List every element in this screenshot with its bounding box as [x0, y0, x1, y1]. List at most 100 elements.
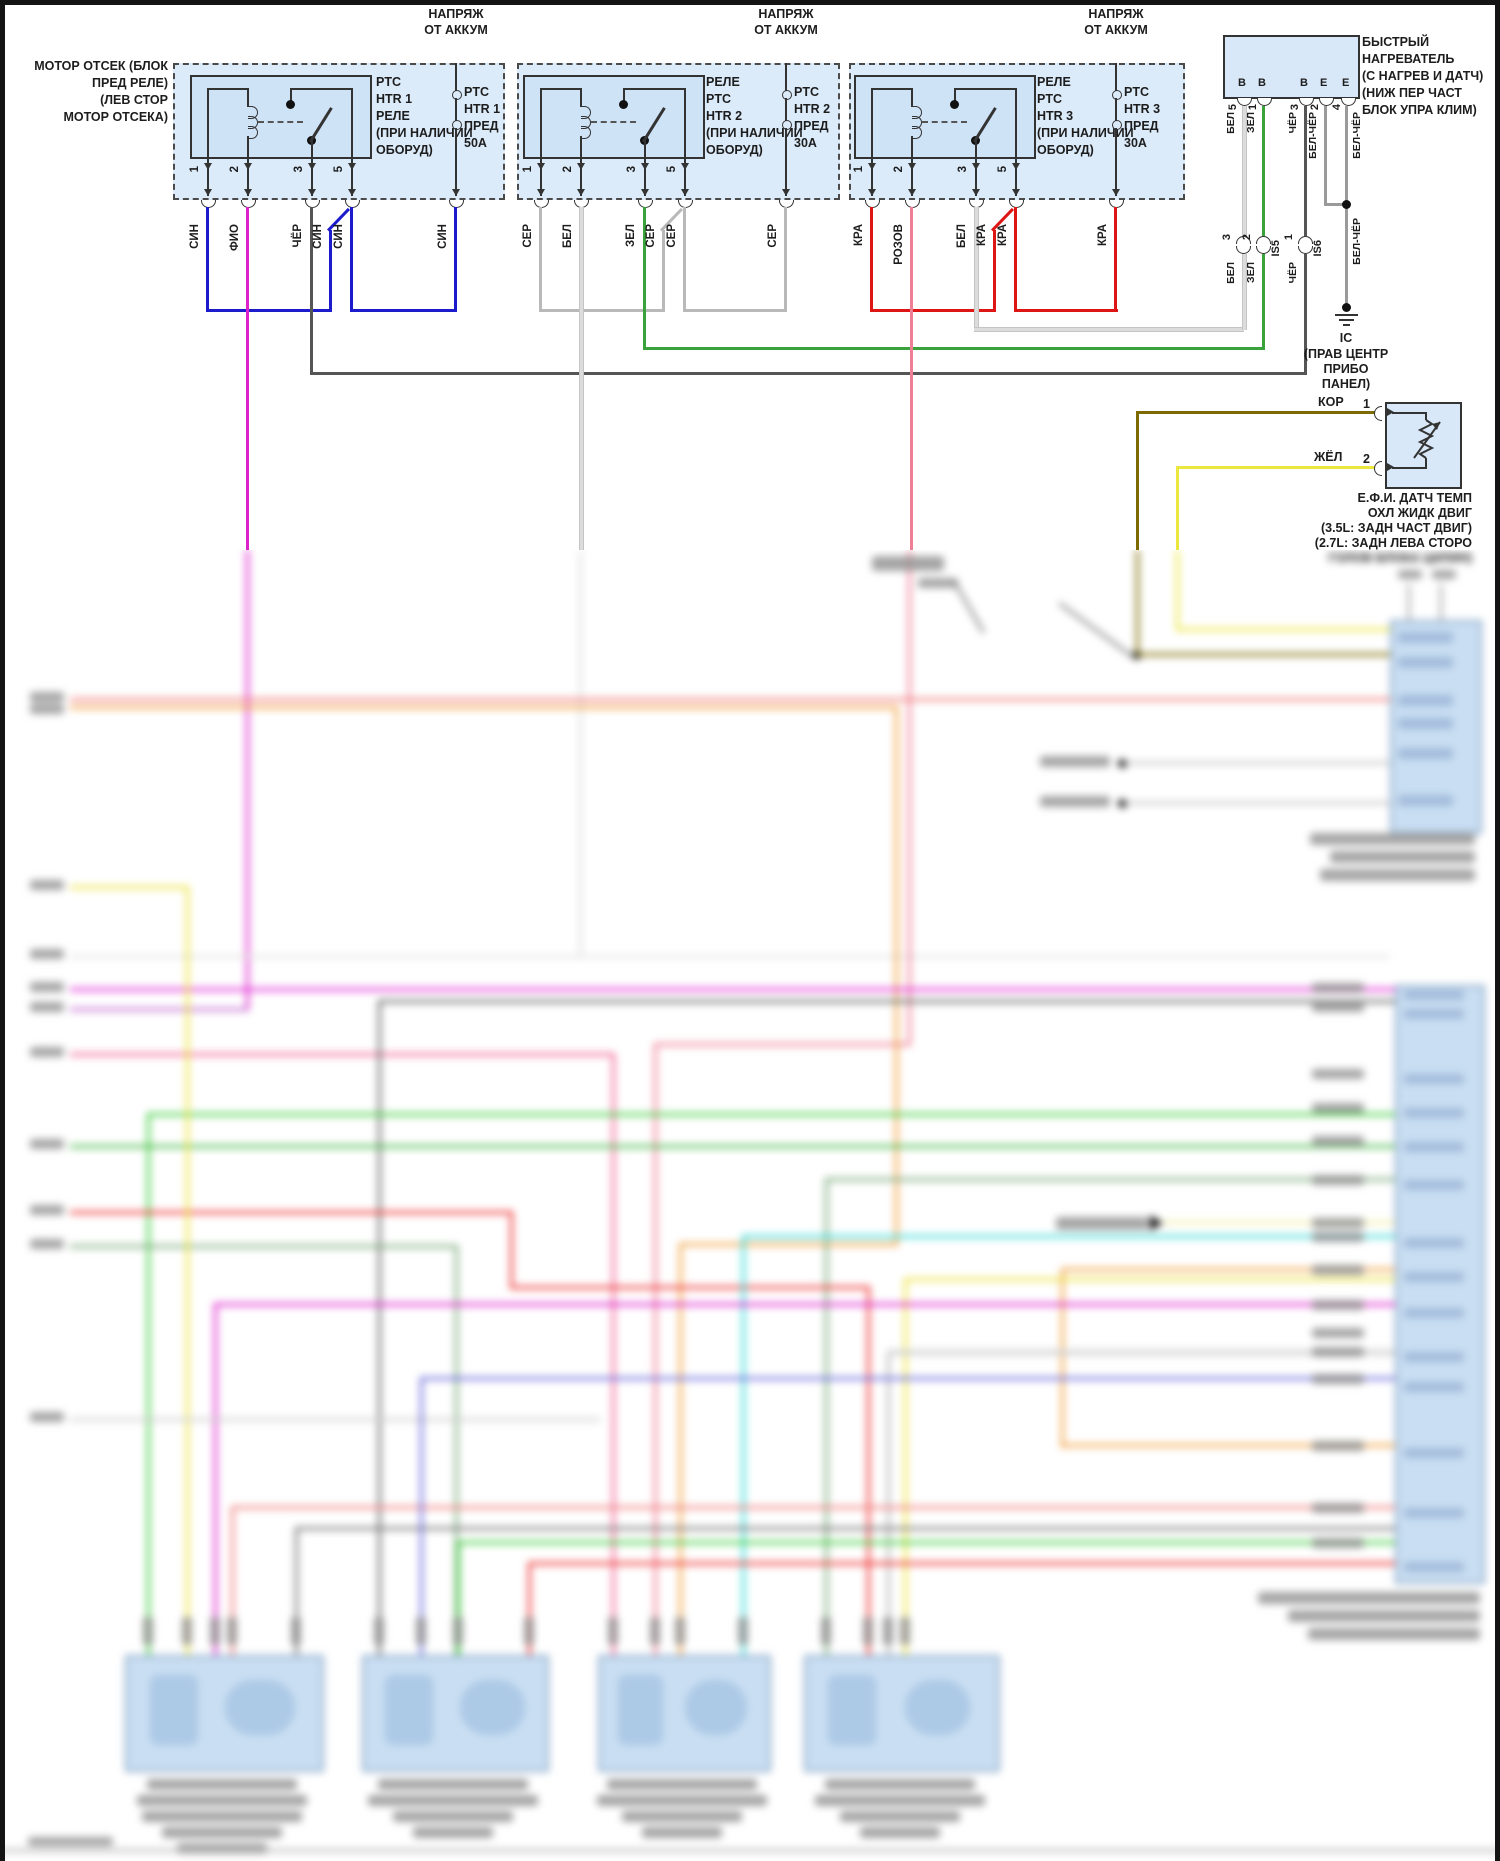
block3-internal-shape	[685, 1680, 747, 1735]
relay2-pin3-drop	[644, 157, 646, 196]
blurred-pin-name	[1404, 1142, 1464, 1152]
quick-heater-block	[1223, 35, 1360, 99]
sensor-wire-label-kor: КОР	[1318, 395, 1344, 409]
wire-ser-fuse2	[784, 207, 787, 312]
ground-bar-3	[1343, 324, 1350, 326]
blurred-wire-label	[30, 1047, 64, 1057]
blur-wire-white-h	[70, 955, 1390, 958]
blur-wire-green1-v	[147, 1113, 150, 1655]
is6-pin1-connector-top	[1298, 236, 1313, 244]
blur-wire-sage	[70, 1245, 457, 1248]
wire-kra-bridge2	[1014, 309, 1118, 312]
blur-wire-gray	[379, 1000, 1395, 1003]
wire-heater-chyor-lower	[1304, 254, 1307, 375]
blurred-caption	[368, 1795, 538, 1806]
relay3-pin5-arrow1	[1012, 163, 1020, 170]
heater-pin2-connector	[1257, 98, 1272, 106]
blurred-pin-label	[1432, 570, 1456, 579]
blurred-label-smudge	[872, 556, 944, 571]
heater-pin5-connector	[1341, 98, 1356, 106]
relay2-coil-bottom	[580, 136, 582, 157]
blurred-label-smudge	[1056, 1217, 1148, 1230]
relay3-pin1-internal	[871, 88, 873, 157]
wire-zhyol-vertical-sharp	[1176, 466, 1179, 550]
relay2-pin1-drop	[540, 157, 542, 196]
relay2-name-line4: (ПРИ НАЛИЧИИ	[706, 126, 803, 140]
relay1-name-line5: ОБОРУД)	[376, 143, 433, 157]
heater-wire-label-1: БЕЛ	[1225, 112, 1237, 134]
is6-pin1-connector-bottom	[1298, 246, 1313, 254]
blur-wire-sage2	[826, 1178, 1395, 1181]
blurred-connector	[675, 1617, 685, 1645]
relay1-name-line4: (ПРИ НАЛИЧИИ	[376, 126, 473, 140]
relay1-pin2-drop	[247, 157, 249, 196]
blurred-pin-name	[1404, 1238, 1464, 1248]
wire-kra-pin5	[1014, 207, 1017, 312]
relay1-pin1-internal	[207, 88, 209, 157]
ground-junction-dot	[1342, 303, 1351, 312]
blurred-caption	[597, 1795, 767, 1806]
blur-wire-red1-v2	[867, 1286, 870, 1655]
blur-wire-green3-h	[457, 1541, 1395, 1544]
blurred-connector	[900, 1617, 910, 1645]
blur-wire-magenta2-v	[214, 1303, 217, 1655]
blur-wire-magenta2-h	[214, 1303, 1395, 1306]
fuse2-element	[785, 98, 787, 122]
sensor-caption-line5: ГОЛОВ БЛОКА ЦИЛИН)	[1328, 551, 1472, 565]
blur-wire-magenta	[70, 988, 1395, 991]
wire-ser-pin1	[539, 207, 542, 312]
blur-wire-yellow1	[70, 886, 189, 889]
blurred-connector	[863, 1617, 873, 1645]
relay2-pin1-internal	[540, 88, 542, 157]
relay1-pin5-number: 5	[333, 166, 345, 173]
relay3-pin3-arrow1	[972, 163, 980, 170]
relay2-pin2-arrow2	[577, 189, 585, 196]
relay1-coil-bottom	[247, 136, 249, 157]
heater-pin-number-5: 4	[1331, 104, 1343, 111]
wire-heater-zel-lower	[1262, 254, 1265, 350]
fuse2-line-bottom	[785, 128, 787, 196]
fuse3-line-bottom	[1115, 128, 1117, 196]
relay2-pin5-arrow2	[681, 189, 689, 196]
lower-wire-label-zel: ЗЕЛ	[1245, 262, 1257, 283]
ground-bar-1	[1335, 314, 1358, 316]
fuse2-arrow	[782, 189, 790, 196]
block4-internal-shape	[828, 1675, 876, 1745]
wire-heater-belchyor-1	[1324, 106, 1327, 206]
relay3-pin1-arrow2	[868, 189, 876, 196]
relay1-pin3-drop	[311, 157, 313, 196]
blur-wire-pink-v	[612, 1053, 615, 1655]
relay3-fixed-contact-dot	[950, 100, 959, 109]
fuse3-element	[1115, 98, 1117, 122]
blur-wire-orange-v1	[895, 706, 898, 1246]
blurred-caption	[840, 1811, 960, 1822]
wire-label-ser-fuse: СЕР	[767, 224, 779, 248]
is6-pin1-number: 1	[1283, 234, 1295, 241]
fuse1-terminal-top	[452, 90, 462, 100]
heater-pin-number-1: 5	[1227, 104, 1239, 111]
blurred-pin-name	[1398, 795, 1453, 806]
wire-kra-branch	[993, 230, 996, 312]
relay1-pin3-internal	[311, 141, 313, 157]
blurred-caption	[1330, 851, 1475, 863]
relay3-name-line5: ОБОРУД)	[1037, 143, 1094, 157]
fuse2-line-top	[785, 63, 787, 92]
heater-pin-letter-1: В	[1238, 77, 1246, 89]
blurred-pin-name	[1398, 657, 1453, 668]
relay3-coil-bottom	[911, 136, 913, 157]
heater-wire-label-2: ЗЕЛ	[1245, 112, 1257, 133]
blurred-connector	[210, 1617, 220, 1645]
blur-wire-rozov	[908, 550, 911, 1045]
relay1-pin1-number: 1	[189, 166, 201, 173]
blur-wire-white2-h	[887, 1350, 1395, 1355]
blurred-connector	[524, 1617, 534, 1645]
relay2-actuation-dashed-line	[591, 121, 636, 123]
blurred-pin-name	[1398, 718, 1453, 729]
splice-wire-label: БЕЛ-ЧЁР	[1351, 218, 1363, 265]
relay2-pin1-arrow2	[537, 189, 545, 196]
relay2-pin2-number: 2	[562, 166, 574, 173]
blur-diagonal-wire	[1058, 602, 1138, 661]
blur-wire-orange2-h1	[1062, 1268, 1395, 1271]
block2-internal-shape	[385, 1675, 433, 1745]
blur-gray-stub2	[1122, 802, 1390, 804]
